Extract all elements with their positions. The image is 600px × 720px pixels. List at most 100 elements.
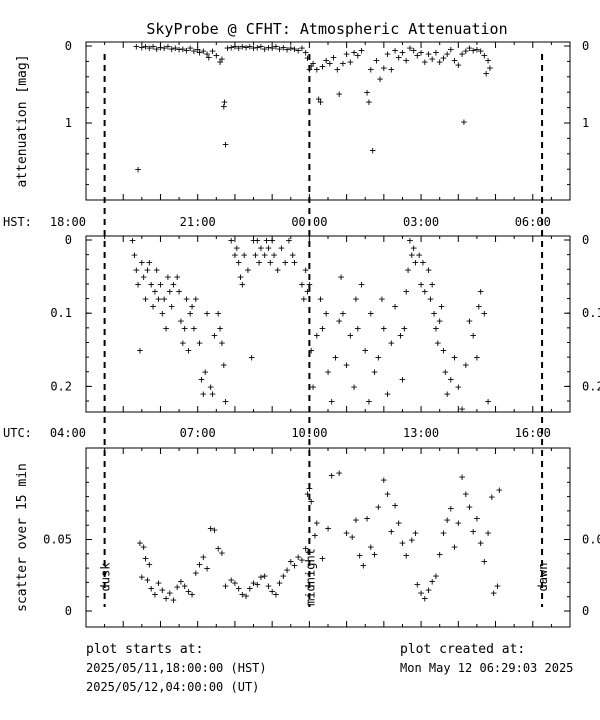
data-point: + xyxy=(200,45,207,58)
plot-created-label: plot created at: xyxy=(400,642,526,657)
data-point: + xyxy=(157,41,164,54)
data-point: + xyxy=(483,67,490,80)
data-point: + xyxy=(245,263,252,276)
y-tick-label: 0 xyxy=(65,39,72,53)
data-point: + xyxy=(137,536,144,549)
data-point: + xyxy=(455,58,462,71)
data-point: + xyxy=(455,516,462,529)
data-point: + xyxy=(429,278,436,291)
data-points: ++++++++++++++++++++++++++++++++++++++++… xyxy=(129,40,503,607)
data-point: + xyxy=(273,588,280,601)
data-point: + xyxy=(392,499,399,512)
time-markers: dusk midnight dawn xyxy=(99,54,550,607)
data-point: + xyxy=(261,249,268,262)
data-point: + xyxy=(219,52,226,65)
data-point: + xyxy=(239,40,246,53)
data-point: + xyxy=(146,558,153,571)
data-point: + xyxy=(364,512,371,525)
data-point: + xyxy=(239,588,246,601)
data-point: + xyxy=(187,307,194,320)
data-point: + xyxy=(489,491,496,504)
y-tick-label: 1 xyxy=(65,116,72,130)
data-point: + xyxy=(308,344,315,357)
data-point: + xyxy=(258,571,265,584)
data-point: + xyxy=(178,315,185,328)
data-point: + xyxy=(354,322,361,335)
data-point: + xyxy=(332,351,339,364)
data-point: + xyxy=(496,483,503,496)
data-point: + xyxy=(247,582,254,595)
data-point: + xyxy=(129,234,136,247)
data-point: + xyxy=(433,322,440,335)
data-point: + xyxy=(401,322,408,335)
data-point: + xyxy=(429,575,436,588)
data-point: + xyxy=(306,482,313,495)
data-point: + xyxy=(302,263,309,276)
data-point: + xyxy=(220,100,227,113)
data-point: + xyxy=(187,42,194,55)
data-point: + xyxy=(485,54,492,67)
data-point: + xyxy=(477,536,484,549)
y-tick-label: 0.05 xyxy=(582,533,600,547)
data-point: + xyxy=(466,315,473,328)
data-point: + xyxy=(302,542,309,555)
chart-title: SkyProbe @ CFHT: Atmospheric Attenuation xyxy=(146,20,507,38)
plot-start-label: plot starts at: xyxy=(86,642,204,657)
y-tick-label: 0.1 xyxy=(582,306,600,320)
data-point: + xyxy=(371,548,378,561)
data-point: + xyxy=(133,263,140,276)
data-point: + xyxy=(384,488,391,501)
data-point: + xyxy=(196,558,203,571)
data-point: + xyxy=(135,163,142,176)
data-point: + xyxy=(140,541,147,554)
data-point: + xyxy=(276,576,283,589)
data-point: + xyxy=(416,249,423,262)
data-point: + xyxy=(193,566,200,579)
data-point: + xyxy=(304,488,311,501)
data-point: + xyxy=(237,271,244,284)
data-point: + xyxy=(315,92,322,105)
data-point: + xyxy=(235,256,242,269)
data-point: + xyxy=(194,43,201,56)
data-point: + xyxy=(139,256,146,269)
data-point: + xyxy=(487,62,494,75)
data-point: + xyxy=(265,241,272,254)
data-point: + xyxy=(366,395,373,408)
data-point: + xyxy=(159,584,166,597)
data-point: + xyxy=(163,592,170,605)
data-point: + xyxy=(198,373,205,386)
data-point: + xyxy=(299,42,306,55)
data-point: + xyxy=(388,336,395,349)
data-point: + xyxy=(232,249,239,262)
data-point: + xyxy=(232,40,239,53)
data-point: + xyxy=(490,586,497,599)
data-point: + xyxy=(336,315,343,328)
data-point: + xyxy=(470,44,477,57)
data-point: + xyxy=(153,42,160,55)
data-point: + xyxy=(410,241,417,254)
data-point: + xyxy=(354,49,361,62)
data-point: + xyxy=(252,249,259,262)
data-point: + xyxy=(278,241,285,254)
data-point: + xyxy=(462,358,469,371)
data-point: + xyxy=(235,582,242,595)
utc-tick-label: 04:00 xyxy=(50,426,86,440)
data-point: + xyxy=(444,513,451,526)
data-point: + xyxy=(261,42,268,55)
data-point: + xyxy=(179,336,186,349)
data-point: + xyxy=(204,307,211,320)
data-point: + xyxy=(343,526,350,539)
data-point: + xyxy=(381,473,388,486)
data-point: + xyxy=(485,395,492,408)
data-point: + xyxy=(336,88,343,101)
data-point: + xyxy=(310,380,317,393)
data-point: + xyxy=(368,63,375,76)
data-point: + xyxy=(314,516,321,529)
data-point: + xyxy=(451,541,458,554)
data-point: + xyxy=(207,522,214,535)
data-point: + xyxy=(425,263,432,276)
data-point: + xyxy=(381,322,388,335)
data-point: + xyxy=(228,574,235,587)
data-point: + xyxy=(440,52,447,65)
data-point: + xyxy=(395,51,402,64)
